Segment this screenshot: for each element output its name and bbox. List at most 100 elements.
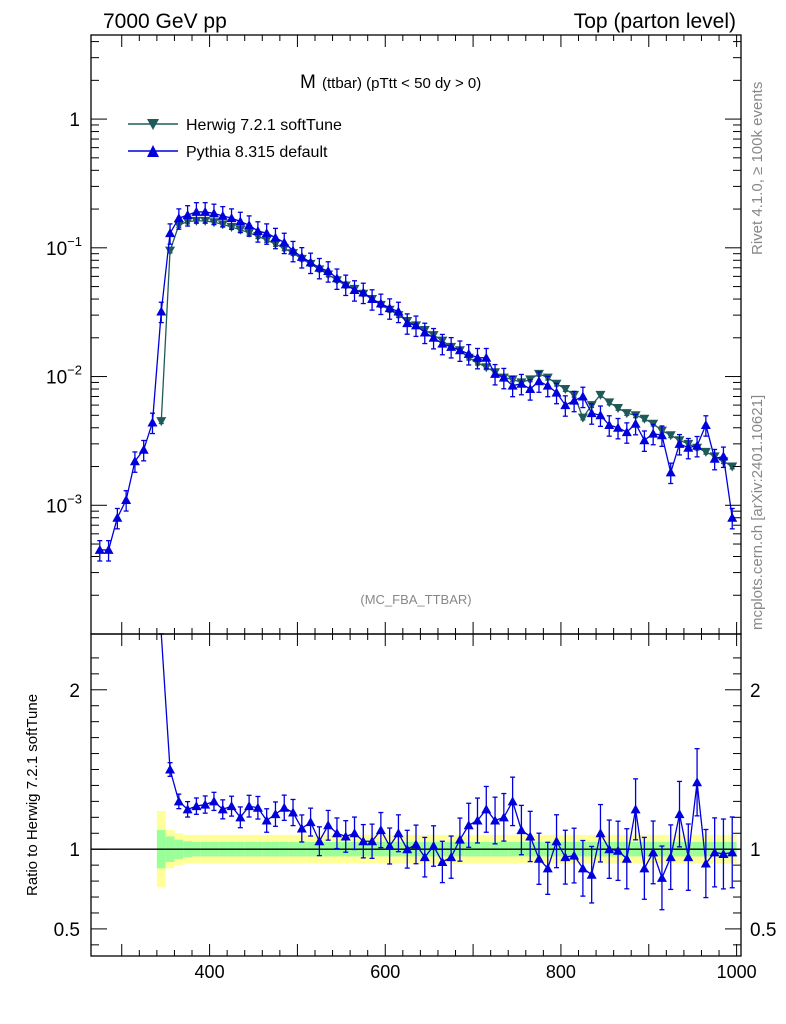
pythia-series-point [244,220,255,230]
ratio-point [305,817,316,827]
ratio-point [639,863,650,873]
herwig-series-point [577,413,588,423]
ratio-y-tick-label-left: 1 [69,840,80,861]
pythia-series-point [516,378,527,388]
pythia-series-point [147,417,158,427]
pythia-series-point [94,544,105,554]
pythia-series-point [375,298,386,308]
legend-pythia-marker [147,145,159,157]
ratio-data [158,633,738,911]
pythia-series-point [454,345,465,355]
ratio-point [419,852,430,862]
herwig-series-point [665,431,676,441]
y-tick-label: 1 [69,110,80,131]
pythia-series-point [314,262,325,272]
ratio-point [604,844,615,854]
pythia-series-point [305,257,316,267]
ratio-point [314,836,325,846]
ratio-y-tick-label-left: 2 [69,681,80,702]
ratio-point [165,764,176,774]
pythia-series-point [367,294,378,304]
herwig-series-point [560,385,571,395]
pythia-series-point [384,303,395,313]
pythia-series-point [217,210,228,220]
legend-herwig-marker [147,119,159,130]
pythia-series-point [560,400,571,410]
ratio-point [560,852,571,862]
pythia-series-point [490,368,501,378]
ratio-y-tick-label-left: 0.5 [54,920,80,941]
legend-entry-pythia: Pythia 8.315 default [128,144,328,161]
ratio-point [481,804,492,814]
pythia-series-point [182,209,193,219]
pythia-series-point [463,348,474,358]
ratio-point [270,809,281,819]
legend-herwig-label: Herwig 7.2.1 softTune [186,117,342,134]
pythia-series-point [323,266,334,276]
ratio-point [463,820,474,830]
pythia-series-point [692,440,703,450]
ratio-point [525,831,536,841]
y-tick-label: 10−2 [46,363,82,389]
pythia-series-point [173,213,184,223]
ratio-point [718,848,729,858]
ratio-point [498,812,509,822]
herwig-series-point [700,447,711,457]
header-left: 7000 GeV pp [103,10,227,33]
ratio-point [349,828,360,838]
ratio-point [393,828,404,838]
pythia-series-point [648,428,659,438]
watermark: (MC_FBA_TTBAR) [360,592,471,607]
pythia-series-point [472,352,483,362]
pythia-series-point [349,285,360,295]
ratio-point [261,815,272,825]
ratio-point [472,815,483,825]
pythia-series-point [718,451,729,461]
plot-title-sub: (ttbar) (pTtt < 50 dy > 0) [322,75,481,92]
pythia-series-point [507,380,518,390]
ratio-point [586,869,597,879]
ratio-point [692,777,703,787]
ratio-point [656,872,667,882]
pythia-series-point [200,206,211,216]
y-tick-label: 10−1 [46,234,82,260]
herwig-series-point [613,403,624,413]
pythia-series [94,202,738,562]
pythia-series-point [446,341,457,351]
x-tick-label: 800 [546,962,576,982]
main-data [94,202,738,562]
x-tick-label: 600 [370,962,400,982]
pythia-series-point [525,384,536,394]
pythia-series-point [138,444,149,454]
header-right: Top (parton level) [574,10,736,33]
pythia-series-point [656,430,667,440]
pythia-series-point [191,206,202,216]
pythia-series-point [630,418,641,428]
ratio-point [595,828,606,838]
ratio-point [577,863,588,873]
pythia-series-point [252,226,263,236]
pythia-series-point [411,320,421,330]
ratio-point [200,799,211,809]
pythia-series-point [569,395,580,405]
axes: 400 600 800 1000 1 10−1 10−2 10−3 0.5 0.5 1 1 2 2 [46,34,776,982]
pythia-series-point [542,380,553,390]
ratio-y-tick-label-right: 1 [750,840,761,861]
ratio-point [437,856,448,866]
pythia-series-point [358,287,369,297]
pythia-series-point [270,232,281,242]
pythia-series-point [586,408,597,418]
ratio-point [533,853,544,863]
pythia-series-point [639,435,650,445]
ratio-point [665,852,676,862]
pythia-series-point [604,420,615,430]
herwig-series-point [727,462,738,472]
ratio-point [674,809,685,819]
herwig-series-point [639,414,650,424]
plot-title-main: M [300,72,316,93]
pythia-series-point [393,306,404,316]
legend-entry-herwig: Herwig 7.2.1 softTune [128,117,342,134]
pythia-series-point [709,453,720,463]
ratio-point [454,834,465,844]
pythia-series-point [296,251,307,261]
